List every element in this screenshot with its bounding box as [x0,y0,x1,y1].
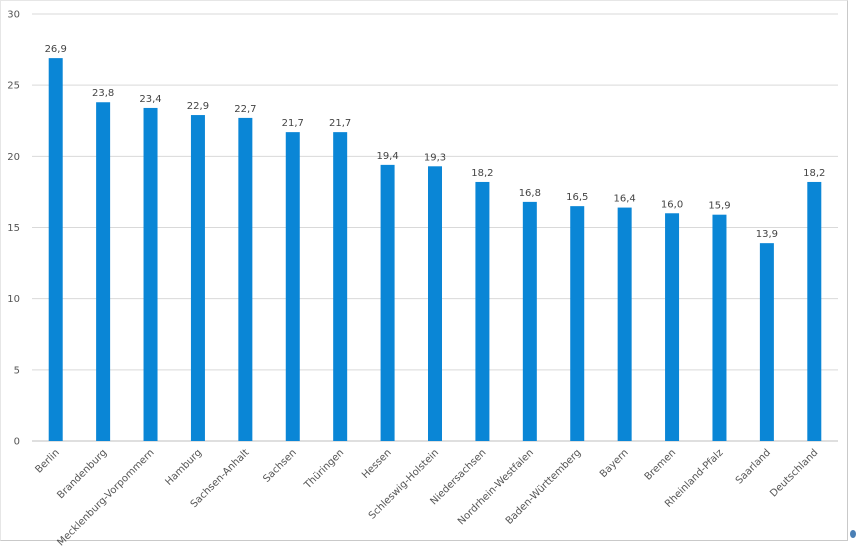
bar [475,181,490,441]
bar [96,102,111,441]
y-tick-label: 30 [7,10,20,21]
bar [428,166,442,441]
y-axis-ticks: 0 5 10 15 20 25 30 [7,10,20,448]
y-tick-label: 0 [14,437,20,448]
bar-value-label: 26,9 [45,44,67,55]
bar-value-label: 16,4 [614,194,636,205]
bar-value-label: 22,9 [187,101,209,112]
x-tick-label: Deutschland [768,447,820,499]
bar [665,213,680,441]
y-tick-label: 25 [7,81,20,92]
x-tick-label: Sachsen [261,447,298,484]
x-tick-label: Hessen [360,447,394,481]
bar [380,164,395,441]
bar-value-label: 16,0 [661,199,683,210]
bar-value-label: 19,4 [376,151,398,162]
bar-value-label: 21,7 [282,118,304,129]
bar [285,132,300,442]
bar-value-label: 22,7 [234,104,256,115]
bar-value-label: 15,9 [708,201,730,212]
y-tick-label: 10 [7,294,20,305]
y-tick-label: 15 [7,223,20,234]
x-tick-label: Berlin [34,447,62,475]
bar-value-label: 23,8 [92,88,114,99]
bar [712,214,727,441]
x-tick-label: Brandenburg [55,447,109,501]
bar-value-label: 19,3 [424,152,446,163]
chart-frame [0,0,848,541]
y-tick-label: 5 [14,365,20,376]
bar [522,201,537,441]
bar-value-label: 23,4 [139,94,161,105]
bar [190,115,205,441]
bar [617,207,632,441]
x-tick-label: Thüringen [302,447,346,491]
y-tick-label: 20 [7,152,20,163]
x-tick-label: Bremen [643,447,678,482]
bars [48,58,822,442]
x-tick-label: Saarland [734,447,773,486]
bar-value-label: 18,2 [471,168,493,179]
bar [238,117,253,442]
bar-value-label: 16,8 [519,188,541,199]
bar [759,243,774,441]
bar-value-label: 18,2 [803,168,825,179]
bar [570,206,585,441]
bar [333,132,348,442]
corner-resize-handle[interactable] [850,530,856,538]
bar [48,58,63,442]
bar-value-label: 21,7 [329,118,351,129]
x-tick-label: Mecklenburg-Vorpommern [56,447,157,548]
x-tick-label: Hamburg [164,447,205,488]
bar-value-label: 16,5 [566,192,588,203]
bar [807,181,822,441]
bar-value-label: 13,9 [756,229,778,240]
bar [143,107,158,441]
value-labels: 26,9 23,8 23,4 22,9 22,7 21,7 21,7 19,4 19,3 18,2… [45,44,826,240]
x-tick-label: Bayern [598,447,631,480]
